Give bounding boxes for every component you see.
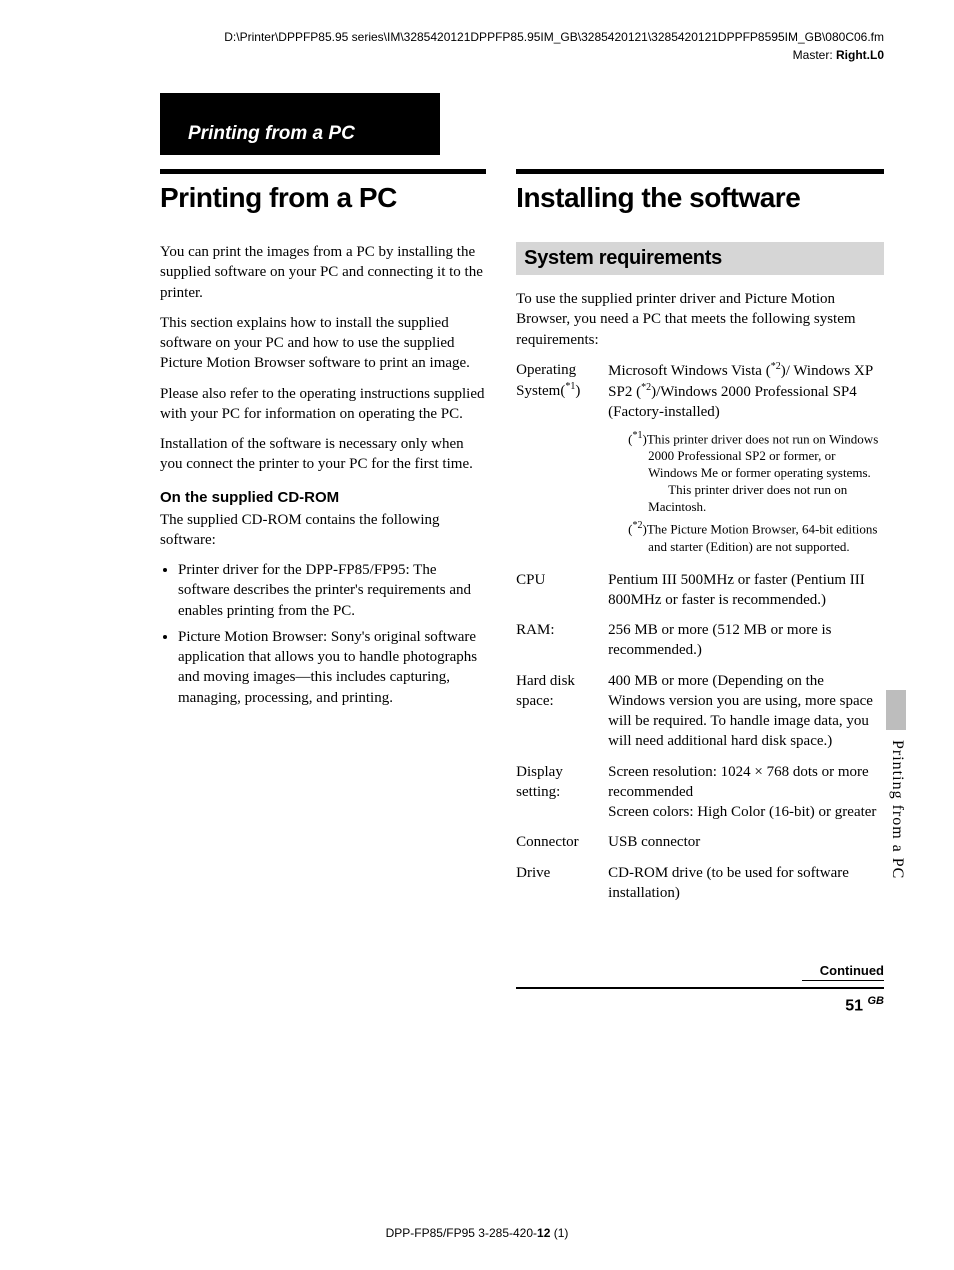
master-value: Right.L0 bbox=[836, 48, 884, 62]
footer-code-c: (1) bbox=[550, 1226, 568, 1240]
ram-value: 256 MB or more (512 MB or more is recomm… bbox=[608, 620, 884, 661]
ram-label: RAM: bbox=[516, 620, 598, 661]
os-footnotes: (*1)This printer driver does not run on … bbox=[608, 429, 884, 556]
list-item: Printer driver for the DPP-FP85/FP95: Th… bbox=[178, 560, 486, 621]
left-p1: You can print the images from a PC by in… bbox=[160, 242, 486, 303]
drive-label: Drive bbox=[516, 863, 598, 904]
left-p4: Installation of the software is necessar… bbox=[160, 434, 486, 475]
fn2-mark: *2 bbox=[633, 520, 643, 531]
footer-code-a: DPP-FP85/FP95 3-285-420- bbox=[386, 1226, 537, 1240]
os-label-b: System( bbox=[516, 383, 565, 399]
chapter-tab-label: Printing from a PC bbox=[188, 123, 355, 145]
hd-value: 400 MB or more (Depending on the Windows… bbox=[608, 671, 884, 752]
os-label: Operating System(*1) bbox=[516, 360, 598, 560]
side-section-label: Printing from a PC bbox=[888, 740, 906, 879]
fn1-text-a: This printer driver does not run on Wind… bbox=[647, 431, 878, 480]
page-number-gb: GB bbox=[868, 995, 885, 1007]
file-path-header: D:\Printer\DPPFP85.95 series\IM\32854201… bbox=[160, 30, 884, 63]
fn2-text: The Picture Motion Browser, 64-bit editi… bbox=[647, 522, 878, 554]
master-prefix: Master: bbox=[793, 48, 836, 62]
left-p3: Please also refer to the operating instr… bbox=[160, 384, 486, 425]
page-number-value: 51 bbox=[845, 997, 863, 1014]
continued-label: Continued bbox=[516, 963, 884, 978]
cdrom-list: Printer driver for the DPP-FP85/FP95: Th… bbox=[160, 560, 486, 708]
display-value-b: Screen colors: High Color (16-bit) or gr… bbox=[608, 802, 884, 822]
sysreq-intro: To use the supplied printer driver and P… bbox=[516, 289, 884, 350]
drive-value: CD-ROM drive (to be used for software in… bbox=[608, 863, 884, 904]
continued-block: Continued 51 GB bbox=[516, 963, 884, 1015]
page-number: 51 GB bbox=[516, 995, 884, 1015]
left-rule bbox=[160, 169, 486, 174]
content-columns: Printing from a PC You can print the ima… bbox=[160, 169, 884, 1015]
os-val-a: Microsoft Windows Vista ( bbox=[608, 363, 771, 379]
left-p2: This section explains how to install the… bbox=[160, 313, 486, 374]
footer-doc-code: DPP-FP85/FP95 3-285-420-12 (1) bbox=[0, 1226, 954, 1240]
os-sup-2b: *2 bbox=[641, 382, 651, 393]
requirements-table: Operating System(*1) Microsoft Windows V… bbox=[516, 360, 884, 903]
master-line: Master: Right.L0 bbox=[160, 48, 884, 64]
fn1-mark: *1 bbox=[633, 430, 643, 441]
left-title: Printing from a PC bbox=[160, 182, 486, 214]
sysreq-head: System requirements bbox=[516, 242, 884, 275]
cdrom-subhead: On the supplied CD-ROM bbox=[160, 489, 486, 506]
fn1-text-b: This printer driver does not run on Maci… bbox=[648, 482, 847, 514]
right-rule bbox=[516, 169, 884, 174]
os-sup-1: *1 bbox=[565, 381, 575, 392]
connector-label: Connector bbox=[516, 832, 598, 852]
display-value-a: Screen resolution: 1024 × 768 dots or mo… bbox=[608, 762, 884, 803]
os-sup-2a: *2 bbox=[771, 361, 781, 372]
connector-value: USB connector bbox=[608, 832, 884, 852]
file-path-text: D:\Printer\DPPFP85.95 series\IM\32854201… bbox=[160, 30, 884, 46]
right-column: Installing the software System requireme… bbox=[516, 169, 884, 1015]
display-value: Screen resolution: 1024 × 768 dots or mo… bbox=[608, 762, 884, 823]
os-label-c: ) bbox=[575, 383, 580, 399]
cpu-value: Pentium III 500MHz or faster (Pentium II… bbox=[608, 570, 884, 611]
display-label: Display setting: bbox=[516, 762, 598, 823]
footer-code-b: 12 bbox=[537, 1226, 550, 1240]
os-value: Microsoft Windows Vista (*2)/ Windows XP… bbox=[608, 360, 884, 560]
os-label-a: Operating bbox=[516, 362, 576, 378]
cpu-label: CPU bbox=[516, 570, 598, 611]
cdrom-intro: The supplied CD-ROM contains the followi… bbox=[160, 510, 486, 551]
footnote-2: (*2)The Picture Motion Browser, 64-bit e… bbox=[628, 519, 884, 555]
continued-long-rule bbox=[516, 987, 884, 989]
list-item: Picture Motion Browser: Sony's original … bbox=[178, 627, 486, 708]
right-title: Installing the software bbox=[516, 182, 884, 214]
footnote-1: (*1)This printer driver does not run on … bbox=[628, 429, 884, 516]
document-page: D:\Printer\DPPFP85.95 series\IM\32854201… bbox=[0, 0, 954, 1270]
left-column: Printing from a PC You can print the ima… bbox=[160, 169, 486, 1015]
chapter-tab: Printing from a PC bbox=[160, 93, 440, 155]
hd-label: Hard disk space: bbox=[516, 671, 598, 752]
continued-short-rule bbox=[802, 980, 884, 981]
side-thumb-tab bbox=[886, 690, 906, 730]
